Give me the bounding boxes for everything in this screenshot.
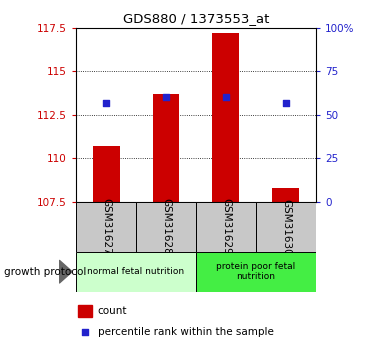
Text: GSM31627: GSM31627	[101, 198, 111, 255]
Bar	[76, 252, 196, 292]
Point	[283, 100, 289, 105]
Title: GDS880 / 1373553_at: GDS880 / 1373553_at	[123, 12, 269, 25]
Bar	[213, 33, 239, 202]
Bar	[273, 188, 300, 202]
Text: growth protocol: growth protocol	[4, 267, 86, 277]
Bar	[92, 146, 119, 202]
Text: GSM31629: GSM31629	[221, 198, 231, 255]
Text: percentile rank within the sample: percentile rank within the sample	[98, 327, 273, 337]
Point	[103, 100, 109, 105]
Point	[82, 330, 88, 335]
Text: protein poor fetal
nutrition: protein poor fetal nutrition	[216, 262, 296, 282]
Bar	[76, 202, 136, 252]
Text: GSM31628: GSM31628	[161, 198, 171, 255]
Bar	[136, 202, 196, 252]
Bar	[196, 202, 256, 252]
Point	[163, 95, 169, 100]
Bar	[256, 202, 316, 252]
Point	[223, 95, 229, 100]
Bar	[196, 252, 316, 292]
Text: normal fetal nutrition: normal fetal nutrition	[87, 267, 184, 276]
Bar	[78, 305, 92, 317]
Polygon shape	[59, 260, 72, 283]
Bar	[152, 94, 179, 202]
Text: count: count	[98, 306, 127, 316]
Text: GSM31630: GSM31630	[281, 198, 291, 255]
